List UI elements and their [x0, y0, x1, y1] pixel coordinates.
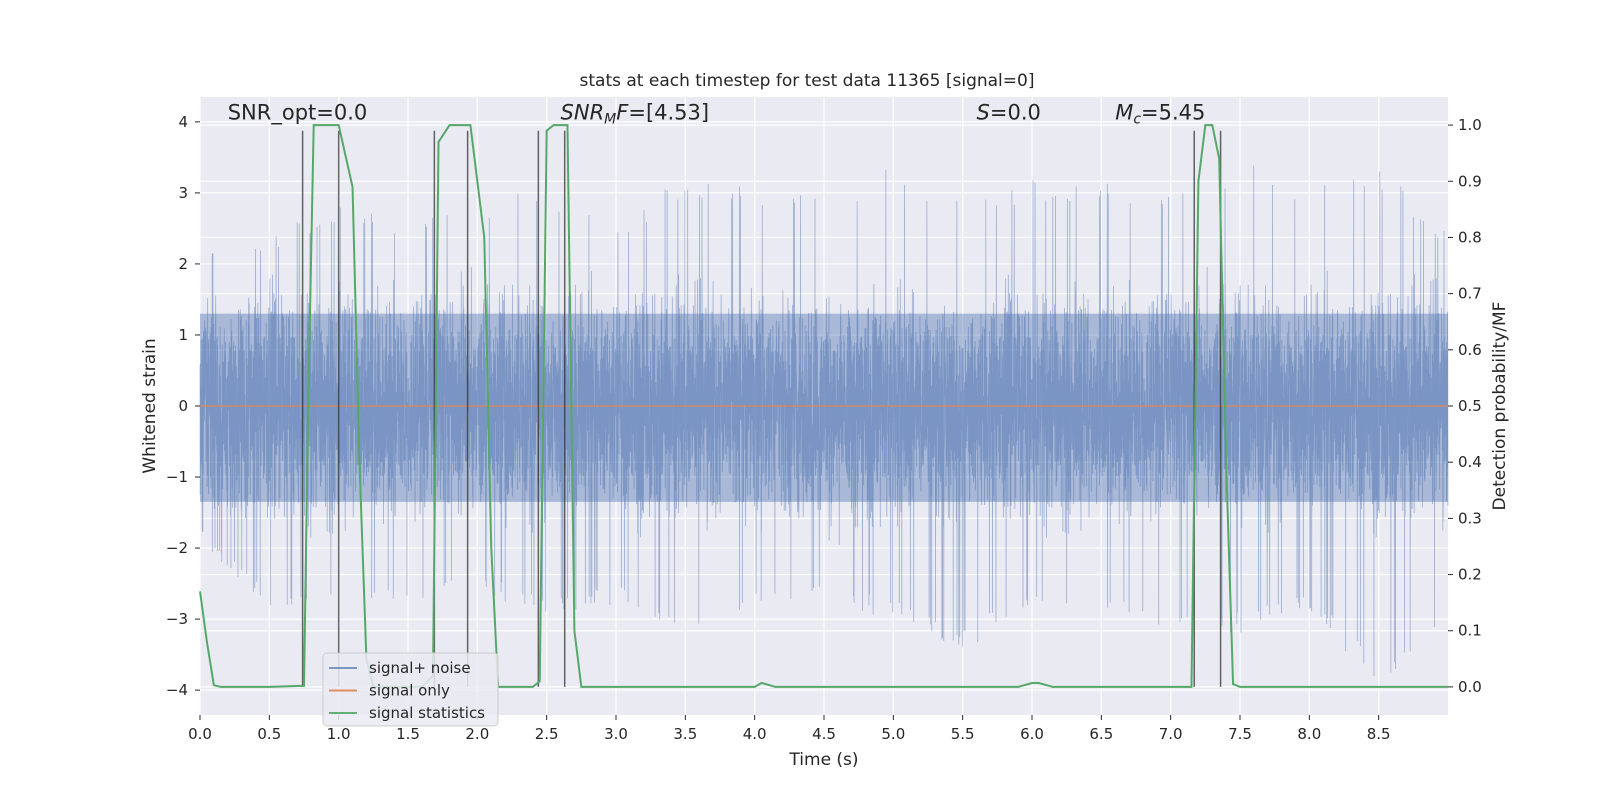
series-signal-noise-line	[199, 165, 1449, 677]
y-tick-label-right: 0.6	[1458, 341, 1482, 359]
y-tick-label-right: 0.8	[1458, 228, 1482, 246]
legend-label: signal+ noise	[369, 659, 471, 677]
annotation-segment: SNR_opt=0.0	[228, 100, 368, 125]
legend-label: signal statistics	[369, 704, 485, 722]
x-tick-label: 4.5	[812, 725, 836, 743]
y-axis-left: −4 −3 −2 −1 0 1 2 3 4	[166, 113, 200, 699]
x-tick-label: 4.0	[743, 725, 767, 743]
annotation-segment: F	[616, 100, 629, 124]
x-tick-label: 6.5	[1089, 725, 1113, 743]
x-tick-label: 7.0	[1159, 725, 1183, 743]
y-tick-label: 2	[178, 255, 188, 273]
annotation-segment: SNR	[561, 100, 605, 124]
annotation-segment: M	[604, 111, 616, 127]
x-tick-label: 0.0	[188, 725, 212, 743]
x-axis: 0.0 0.5 1.0 1.5 2.0 2.5 3.0 3.5 4.0 4.5 5.0 5.5 6.0 6…	[188, 715, 1391, 743]
x-tick-label: 2.0	[465, 725, 489, 743]
y-axis-label-right: Detection probability/MF	[1490, 302, 1510, 511]
y-tick-label: 0	[178, 397, 188, 415]
y-tick-label: −1	[166, 468, 188, 486]
annotation-segment: S	[977, 100, 990, 124]
annotation: S=0.0	[977, 100, 1041, 124]
x-tick-label: 2.5	[535, 725, 559, 743]
y-tick-label-right: 0.5	[1458, 397, 1482, 415]
annotation-segment: =[4.53]	[628, 100, 709, 124]
y-tick-label-right: 0.3	[1458, 509, 1482, 527]
legend-label: signal only	[369, 682, 450, 700]
annotation: Mc=5.45	[1115, 100, 1205, 127]
annotation-segment: =0.0	[990, 100, 1041, 124]
annotation: SNRMF=[4.53]	[561, 100, 710, 127]
stats-layer	[199, 124, 1448, 688]
y-tick-label-right: 1.0	[1458, 116, 1482, 134]
x-tick-label: 1.0	[327, 725, 351, 743]
y-axis-right: 0.0 0.1 0.2 0.3 0.4 0.5 0.6 0.7 0.8 0.9 1.0	[1448, 116, 1482, 696]
x-tick-label: 5.5	[951, 725, 975, 743]
y-tick-label-right: 0.4	[1458, 453, 1482, 471]
y-tick-label-right: 0.9	[1458, 172, 1482, 190]
x-tick-label: 8.5	[1367, 725, 1391, 743]
y-tick-label-right: 0.7	[1458, 285, 1482, 303]
x-tick-label: 1.5	[396, 725, 420, 743]
annotations: SNR_opt=0.0 SNRMF=[4.53] S=0.0 Mc=5.45	[228, 100, 1206, 127]
annotation-segment: =5.45	[1141, 100, 1205, 124]
y-tick-label: 3	[178, 184, 188, 202]
x-tick-label: 3.0	[604, 725, 628, 743]
legend-frame	[322, 652, 499, 727]
y-tick-label-right: 0.0	[1458, 678, 1482, 696]
x-tick-label: 7.5	[1228, 725, 1252, 743]
x-tick-label: 0.5	[257, 725, 281, 743]
y-tick-label-right: 0.1	[1458, 622, 1482, 640]
chart-title: stats at each timestep for test data 113…	[580, 71, 1035, 91]
y-axis-label: Whitened strain	[140, 338, 160, 473]
x-tick-label: 3.5	[673, 725, 697, 743]
annotation: SNR_opt=0.0	[228, 100, 368, 125]
y-tick-label: −3	[166, 610, 188, 628]
y-tick-label: 1	[178, 326, 188, 344]
x-tick-label: 8.0	[1297, 725, 1321, 743]
y-tick-label: −4	[166, 681, 188, 699]
y-tick-label: −2	[166, 539, 188, 557]
y-tick-label-right: 0.2	[1458, 566, 1482, 584]
plot-content	[199, 165, 1449, 677]
annotation-segment: M	[1115, 100, 1133, 124]
x-tick-label: 6.0	[1020, 725, 1044, 743]
y-tick-label: 4	[178, 113, 188, 131]
series-signal-noise-core	[200, 313, 1448, 502]
legend: signal+ noise signal only signal statistic…	[322, 652, 499, 727]
x-axis-label: Time (s)	[788, 750, 858, 770]
series-signal-statistics-line	[199, 124, 1448, 688]
x-tick-label: 5.0	[881, 725, 905, 743]
annotation-segment: c	[1133, 111, 1141, 127]
